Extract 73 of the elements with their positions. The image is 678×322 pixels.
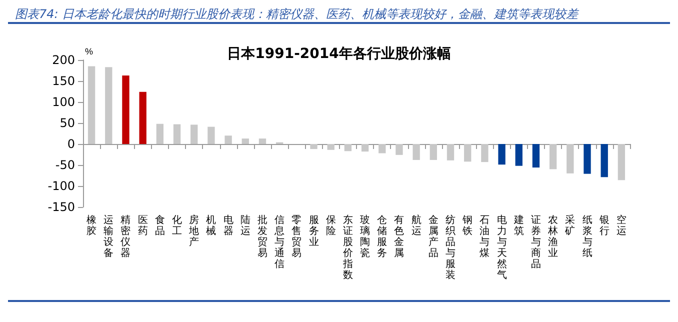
bar: [412, 144, 420, 160]
x-tick-label: 纺织品与服装: [446, 214, 456, 281]
x-tick-label: 信息与通信: [274, 214, 285, 270]
bar: [446, 144, 454, 160]
x-tick-label: 纸浆与纸: [582, 214, 592, 259]
bar: [532, 144, 540, 168]
bar: [600, 144, 608, 178]
y-tick-label: -150: [48, 200, 75, 214]
x-tick-label: 石油与煤: [480, 215, 490, 259]
bar: [464, 144, 472, 162]
y-tick-label: 50: [60, 116, 75, 130]
y-tick-label: 200: [52, 53, 75, 67]
x-tick-label: 医药: [138, 215, 148, 237]
x-tick-label: 化工: [172, 214, 182, 237]
x-tick-label: 批发贸易: [257, 214, 268, 259]
x-tick-label: 陆运: [240, 214, 250, 237]
bar: [173, 124, 181, 144]
bar: [515, 144, 522, 166]
x-tick-label: 有色金属: [394, 214, 404, 259]
bar: [208, 126, 215, 144]
y-tick-label: 0: [67, 137, 75, 151]
bar: [378, 144, 386, 154]
bar: [242, 138, 249, 144]
bar: [224, 136, 232, 144]
bar: [139, 92, 146, 144]
bar: [566, 144, 574, 174]
y-tick-label: -100: [48, 179, 75, 193]
bar: [430, 144, 438, 160]
x-tick-label: 机械: [206, 214, 216, 237]
x-tick-label: 钢铁: [462, 215, 473, 237]
bar: [549, 144, 557, 170]
x-tick-label: 服务业: [308, 215, 319, 248]
bar: [310, 144, 318, 150]
x-tick-label: 零售贸易: [292, 215, 302, 259]
y-tick-label: -50: [55, 158, 75, 172]
bar: [498, 144, 506, 165]
bar: [327, 144, 334, 150]
x-tick-label: 橡胶: [86, 214, 97, 237]
bar: [258, 138, 266, 144]
x-tick-label: 电器: [223, 214, 234, 237]
bar: [361, 144, 369, 152]
x-tick-label: 空运: [616, 214, 626, 237]
bar: [122, 76, 130, 144]
x-tick-label: 仓储服务: [377, 214, 388, 259]
bar: [344, 144, 352, 152]
bar: [584, 144, 591, 174]
bar: [88, 66, 96, 144]
x-tick-label: 保险: [326, 215, 336, 237]
bar: [105, 67, 112, 144]
chart-subtitle: 日本1991-2014年各行业股价涨幅: [227, 46, 451, 62]
x-tick-label: 东证股价指数: [342, 214, 353, 281]
x-tick-label: 农林渔业: [547, 215, 558, 259]
bar: [618, 144, 626, 180]
y-axis-title: %: [85, 46, 94, 56]
x-tick-label: 航运: [411, 214, 422, 237]
x-tick-label: 食品: [154, 214, 165, 237]
x-tick-label: 房地产: [188, 214, 200, 248]
x-tick-label: 银行: [598, 215, 610, 237]
x-tick-label: 运输设备: [104, 214, 114, 259]
bar: [481, 144, 488, 162]
x-tick-label: 金属产品: [428, 214, 438, 259]
x-tick-label: 采矿: [564, 214, 576, 237]
bar: [190, 124, 198, 144]
x-tick-label: 玻璃陶瓷: [360, 214, 370, 259]
chart-title: 图表74: 日本老龄化最快的时期行业股价表现：精密仪器、医药、机械等表现较好，金融、建筑等表现较差: [15, 7, 580, 21]
x-tick-label: 建筑: [512, 214, 524, 237]
x-tick-label: 电力与天然气: [496, 214, 507, 281]
y-tick-label: 100: [52, 95, 75, 109]
bar: [396, 144, 403, 155]
x-tick-label: 证券与商品: [530, 214, 541, 270]
x-tick-label: 精密仪器: [120, 214, 131, 259]
bar: [156, 124, 164, 144]
y-tick-label: 150: [52, 74, 75, 88]
